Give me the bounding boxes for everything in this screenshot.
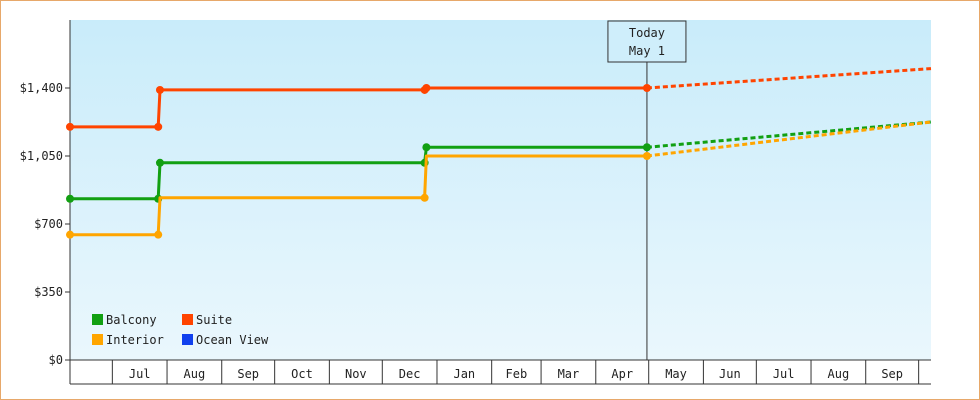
today-label: Today [629,26,665,40]
data-point [66,122,74,131]
month-label: May [665,367,687,381]
y-tick-label: $0 [49,353,63,367]
legend-label: Interior [106,333,164,347]
legend-swatch [182,334,193,345]
data-point [422,84,431,92]
today-box [607,20,687,63]
y-tick-label: $1,400 [20,81,63,95]
month-label: Oct [291,367,313,381]
month-label: Jul [773,367,795,381]
series-line-suite [70,86,647,129]
data-point [420,193,429,202]
series-line-interior [70,154,647,237]
data-point [642,143,651,152]
data-point [642,84,651,92]
data-point [155,158,164,167]
legend-label: Ocean View [196,333,269,347]
legend-swatch [182,314,193,325]
month-label: Jul [129,367,151,381]
data-point [642,152,651,160]
series-line-balcony [70,145,647,201]
month-label: Jun [719,367,741,381]
legend-swatch [92,314,103,325]
legend-label: Suite [196,313,232,327]
month-label: Dec [399,367,421,381]
month-label: Aug [828,367,850,381]
y-tick-label: $350 [34,285,63,299]
month-label: Mar [558,367,580,381]
data-point [154,230,163,239]
month-label: Sep [881,367,903,381]
legend-swatch [92,334,103,345]
today-date: May 1 [629,44,665,58]
data-point [154,122,163,131]
y-tick-label: $1,050 [20,149,63,163]
month-label: Feb [506,367,528,381]
data-point [66,194,74,203]
legend-label: Balcony [106,313,157,327]
month-label: Nov [345,367,367,381]
plot-area [70,20,931,360]
data-point [422,143,431,152]
data-point [66,230,74,239]
y-tick-label: $700 [34,217,63,231]
month-label: Sep [237,367,259,381]
month-label: Jan [453,367,475,381]
month-label: Apr [611,367,633,381]
data-point [155,85,164,94]
month-label: Aug [184,367,206,381]
